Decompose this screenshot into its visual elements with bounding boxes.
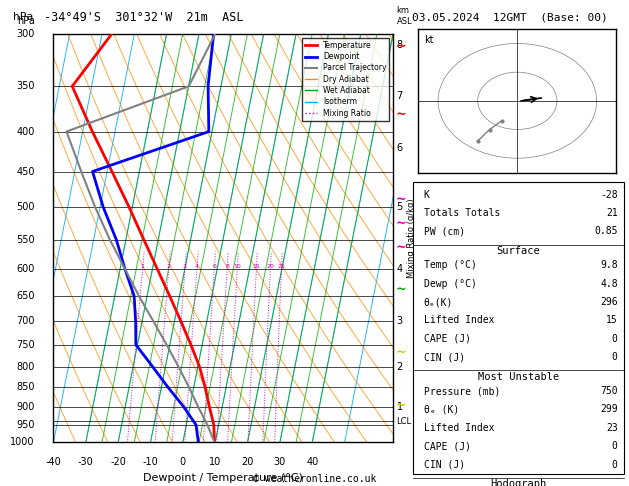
Text: 5: 5 — [396, 202, 403, 212]
Text: hPa: hPa — [17, 16, 35, 26]
Text: ~: ~ — [396, 399, 406, 412]
Text: Lifted Index: Lifted Index — [424, 423, 494, 433]
Text: 650: 650 — [16, 291, 35, 301]
Text: 03.05.2024  12GMT  (Base: 00): 03.05.2024 12GMT (Base: 00) — [412, 12, 608, 22]
Text: 1: 1 — [396, 401, 403, 412]
Text: 600: 600 — [16, 264, 35, 274]
Text: Pressure (mb): Pressure (mb) — [424, 386, 500, 396]
Text: 400: 400 — [16, 126, 35, 137]
Text: CIN (J): CIN (J) — [424, 460, 465, 469]
Text: 10: 10 — [209, 456, 221, 467]
Text: 299: 299 — [600, 404, 618, 415]
Text: 800: 800 — [16, 362, 35, 372]
Text: ~: ~ — [396, 40, 406, 52]
Text: 750: 750 — [16, 340, 35, 350]
Text: 10: 10 — [233, 264, 241, 269]
Text: 15: 15 — [606, 315, 618, 326]
Text: 296: 296 — [600, 297, 618, 307]
Text: CIN (J): CIN (J) — [424, 352, 465, 362]
Text: © weatheronline.co.uk: © weatheronline.co.uk — [253, 473, 376, 484]
Text: 0: 0 — [612, 460, 618, 469]
Text: 2: 2 — [167, 264, 171, 269]
Text: 3: 3 — [183, 264, 187, 269]
Text: CAPE (J): CAPE (J) — [424, 441, 470, 451]
Text: 15: 15 — [252, 264, 260, 269]
Text: 300: 300 — [16, 29, 35, 39]
Legend: Temperature, Dewpoint, Parcel Trajectory, Dry Adiabat, Wet Adiabat, Isotherm, Mi: Temperature, Dewpoint, Parcel Trajectory… — [302, 38, 389, 121]
Text: 950: 950 — [16, 420, 35, 430]
Text: 23: 23 — [606, 423, 618, 433]
Text: 1000: 1000 — [10, 437, 35, 447]
Text: 4: 4 — [195, 264, 199, 269]
Text: -40: -40 — [45, 456, 62, 467]
Text: CAPE (J): CAPE (J) — [424, 334, 470, 344]
Text: 25: 25 — [277, 264, 286, 269]
Text: θₑ(K): θₑ(K) — [424, 297, 453, 307]
Text: 750: 750 — [600, 386, 618, 396]
Text: 20: 20 — [242, 456, 253, 467]
Text: 40: 40 — [306, 456, 318, 467]
Text: 3: 3 — [396, 316, 403, 326]
Text: Totals Totals: Totals Totals — [424, 208, 500, 218]
Text: 4.8: 4.8 — [600, 278, 618, 289]
Text: -28: -28 — [600, 190, 618, 200]
Text: 9.8: 9.8 — [600, 260, 618, 270]
Text: 8: 8 — [225, 264, 229, 269]
Text: Surface: Surface — [497, 246, 540, 256]
Text: Temp (°C): Temp (°C) — [424, 260, 477, 270]
Text: hPa: hPa — [13, 12, 33, 22]
Text: 350: 350 — [16, 81, 35, 91]
Text: LCL: LCL — [396, 417, 411, 426]
Text: K: K — [424, 190, 430, 200]
Text: 1: 1 — [141, 264, 145, 269]
Text: Hodograph: Hodograph — [491, 479, 547, 486]
Text: 0: 0 — [612, 441, 618, 451]
Text: 700: 700 — [16, 316, 35, 326]
Text: 21: 21 — [606, 208, 618, 218]
Text: 450: 450 — [16, 167, 35, 176]
Text: ~: ~ — [396, 193, 406, 206]
Text: 550: 550 — [16, 235, 35, 244]
Text: 0: 0 — [180, 456, 186, 467]
Text: ~: ~ — [396, 242, 406, 254]
Text: 6: 6 — [396, 143, 403, 153]
Text: 0: 0 — [612, 352, 618, 362]
Text: Lifted Index: Lifted Index — [424, 315, 494, 326]
Text: 6: 6 — [213, 264, 216, 269]
Text: kt: kt — [424, 35, 434, 45]
Text: ~: ~ — [396, 346, 406, 359]
Text: 0: 0 — [612, 334, 618, 344]
Text: -20: -20 — [110, 456, 126, 467]
Text: ~: ~ — [396, 283, 406, 295]
Text: Dewpoint / Temperature (°C): Dewpoint / Temperature (°C) — [143, 473, 303, 483]
Text: km
ASL: km ASL — [396, 6, 412, 26]
Text: θₑ (K): θₑ (K) — [424, 404, 459, 415]
Text: 850: 850 — [16, 382, 35, 392]
Text: Mixing Ratio (g/kg): Mixing Ratio (g/kg) — [408, 198, 416, 278]
Text: 4: 4 — [396, 264, 403, 274]
Text: 2: 2 — [396, 362, 403, 372]
Text: -10: -10 — [143, 456, 159, 467]
Text: 7: 7 — [396, 91, 403, 101]
Text: 900: 900 — [16, 401, 35, 412]
Text: 0.85: 0.85 — [594, 226, 618, 236]
Text: ~: ~ — [396, 108, 406, 121]
Text: Dewp (°C): Dewp (°C) — [424, 278, 477, 289]
Text: 8: 8 — [396, 40, 403, 50]
Text: Most Unstable: Most Unstable — [478, 372, 559, 382]
Text: PW (cm): PW (cm) — [424, 226, 465, 236]
Text: 500: 500 — [16, 202, 35, 212]
Text: -30: -30 — [78, 456, 94, 467]
Text: 30: 30 — [274, 456, 286, 467]
Text: ~: ~ — [396, 217, 406, 230]
Text: 20: 20 — [267, 264, 274, 269]
Text: -34°49'S  301°32'W  21m  ASL: -34°49'S 301°32'W 21m ASL — [44, 11, 243, 23]
